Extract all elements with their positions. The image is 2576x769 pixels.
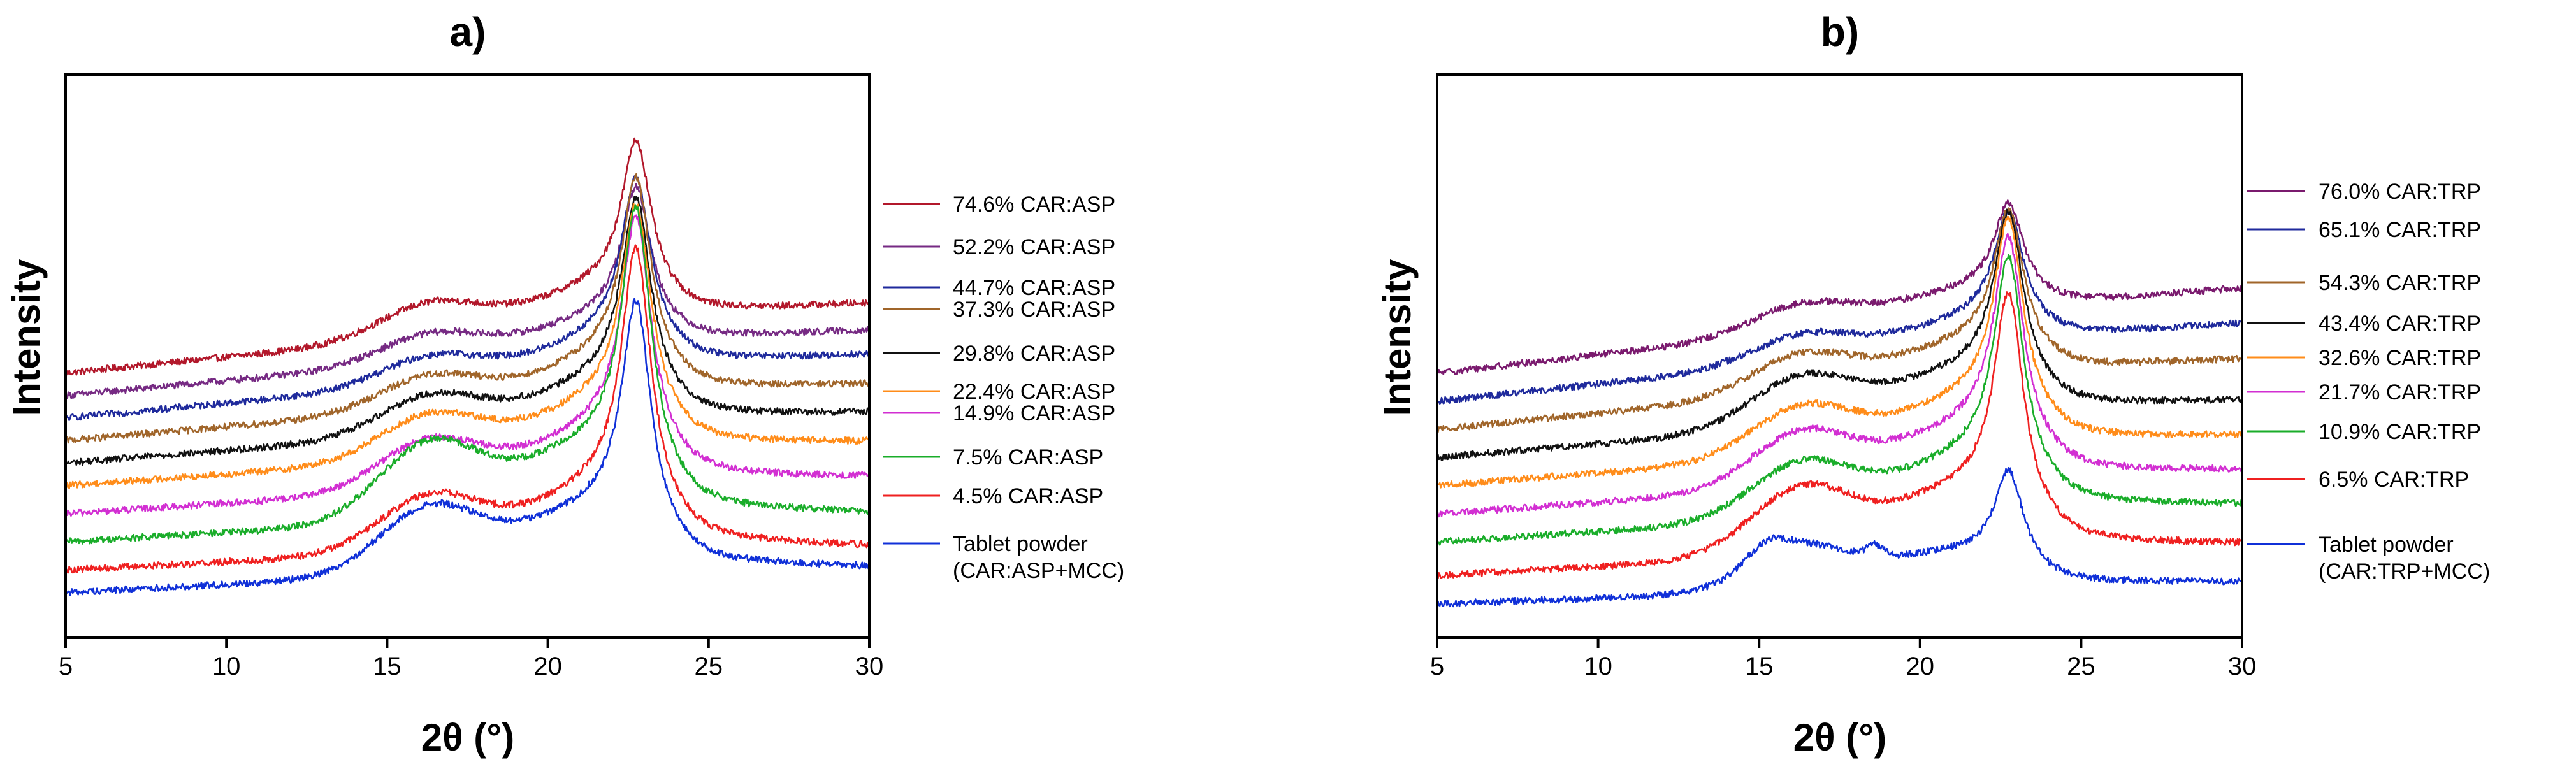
series-line-2 xyxy=(1436,208,2243,405)
series-line-5 xyxy=(64,196,871,466)
x-tick-label: 10 xyxy=(1584,652,1612,680)
series-line-9 xyxy=(1436,467,2243,608)
series-line-3 xyxy=(1436,207,2243,433)
legend-label: 22.4% CAR:ASP xyxy=(953,380,1115,404)
legend-label: 54.3% CAR:TRP xyxy=(2319,271,2481,295)
legend-label: Tablet powder xyxy=(953,532,1088,556)
legend-label: 32.6% CAR:TRP xyxy=(2319,346,2481,370)
series-line-1 xyxy=(64,137,871,376)
x-tick-label: 15 xyxy=(1745,652,1774,680)
plot-frame xyxy=(64,73,871,639)
x-tick-label: 25 xyxy=(695,652,723,680)
series-line-5 xyxy=(1436,215,2243,489)
panel-a-title: a) xyxy=(450,9,486,55)
legend-label: 14.9% CAR:ASP xyxy=(953,401,1115,426)
series-line-7 xyxy=(1436,254,2243,546)
series-line-6 xyxy=(1436,233,2243,518)
panel-a-plot-area: 5 10 15 20 25 30 xyxy=(59,73,884,680)
legend-label: 10.9% CAR:TRP xyxy=(2319,420,2481,444)
legend-label: 29.8% CAR:ASP xyxy=(953,341,1115,366)
panel-b-legend: 76.0% CAR:TRP 65.1% CAR:TRP 54.3% CAR:TRP 4… xyxy=(2247,180,2490,584)
legend-label: Tablet powder xyxy=(2319,533,2454,557)
panel-b-title: b) xyxy=(1821,9,1859,55)
x-tick-label: 30 xyxy=(855,652,884,680)
legend-label: 4.5% CAR:ASP xyxy=(953,484,1103,508)
legend-label: 21.7% CAR:TRP xyxy=(2319,380,2481,405)
x-tick-label: 5 xyxy=(1430,652,1444,680)
legend-label: 76.0% CAR:TRP xyxy=(2319,180,2481,204)
panel-a: a) 2θ (°) Intensity 5 10 15 20 25 30 74.6% CA… xyxy=(5,9,1124,759)
series-line-4 xyxy=(1437,208,2243,461)
legend-label: 52.2% CAR:ASP xyxy=(953,235,1115,259)
legend-label: 7.5% CAR:ASP xyxy=(953,445,1103,470)
series-line-2 xyxy=(64,183,870,400)
series-line-8 xyxy=(1436,291,2243,580)
panel-a-x-axis-label: 2θ (°) xyxy=(421,716,514,759)
series-line-7 xyxy=(65,214,871,517)
legend-label: (CAR:TRP+MCC) xyxy=(2319,559,2490,584)
legend-label: 74.6% CAR:ASP xyxy=(953,192,1115,217)
legend-label: 6.5% CAR:TRP xyxy=(2319,468,2469,492)
series-line-1 xyxy=(1436,199,2243,375)
series-line-9 xyxy=(64,244,870,574)
x-tick-label: 15 xyxy=(373,652,402,680)
panel-a-legend: 74.6% CAR:ASP 52.2% CAR:ASP 44.7% CAR:ASP3… xyxy=(883,192,1124,583)
panel-b-plot-area: 5 10 15 20 25 30 xyxy=(1430,73,2257,680)
legend-label: (CAR:ASP+MCC) xyxy=(953,559,1124,583)
legend-label: 65.1% CAR:TRP xyxy=(2319,218,2481,242)
series-line-10 xyxy=(64,298,871,596)
legend-label: 43.4% CAR:TRP xyxy=(2319,312,2481,336)
x-tick-label: 20 xyxy=(1906,652,1935,680)
panel-b-x-axis-label: 2θ (°) xyxy=(1793,716,1886,759)
x-tick-label: 10 xyxy=(212,652,241,680)
plot-frame xyxy=(1436,73,2243,639)
panel-b: b) 2θ (°) Intensity 5 10 15 20 25 30 76.0% CA… xyxy=(1376,9,2490,759)
series-line-3 xyxy=(65,175,871,421)
panel-a-y-axis-label: Intensity xyxy=(5,259,48,416)
x-tick-label: 5 xyxy=(59,652,73,680)
x-tick-label: 20 xyxy=(533,652,562,680)
legend-label: 37.3% CAR:ASP xyxy=(953,298,1115,322)
legend-label: 44.7% CAR:ASP xyxy=(953,276,1115,300)
series-line-8 xyxy=(64,204,871,545)
panel-b-y-axis-label: Intensity xyxy=(1376,259,1419,416)
x-tick-label: 25 xyxy=(2067,652,2095,680)
x-tick-label: 30 xyxy=(2228,652,2257,680)
series-line-4 xyxy=(64,173,871,444)
series-line-6 xyxy=(64,203,870,489)
